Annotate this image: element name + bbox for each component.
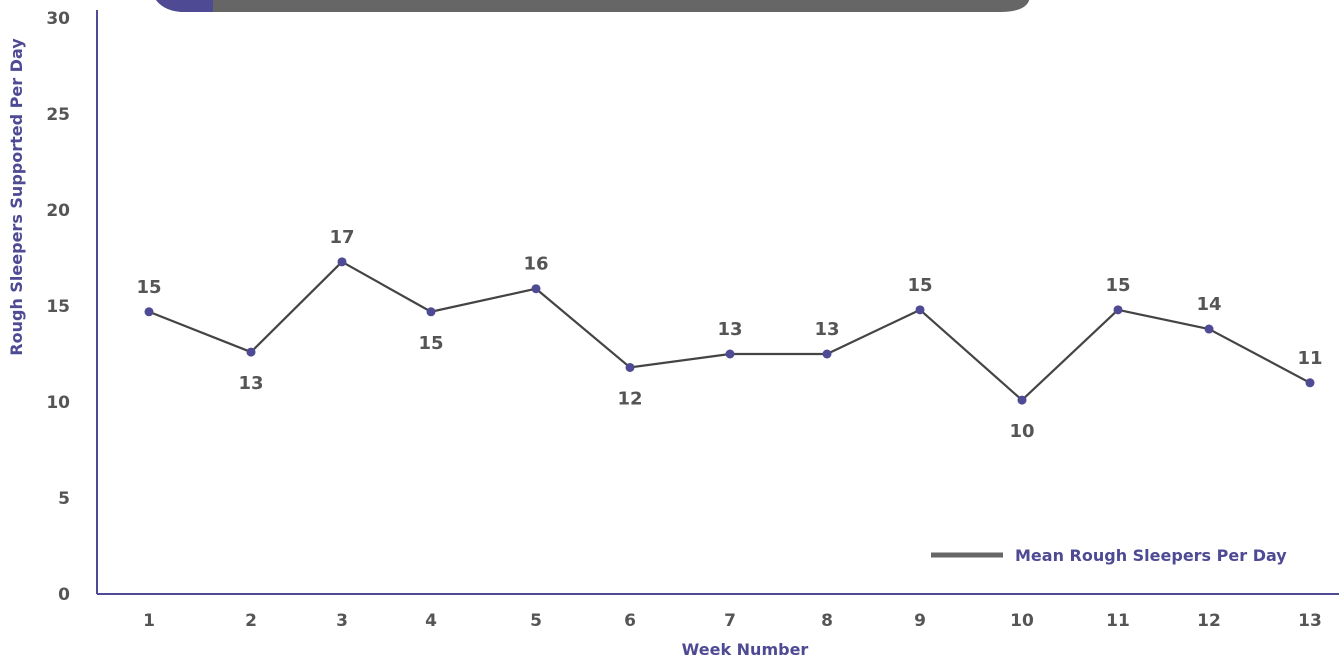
data-label: 15	[136, 277, 161, 298]
x-tick-label: 10	[1010, 611, 1034, 631]
data-point	[822, 349, 832, 359]
data-label: 13	[238, 373, 263, 394]
legend: Mean Rough Sleepers Per Day	[931, 546, 1287, 565]
title-banner-bar	[156, 0, 1030, 12]
data-label: 17	[329, 227, 354, 248]
x-tick-label: 13	[1298, 611, 1322, 631]
data-label: 12	[617, 388, 642, 409]
data-label: 15	[1105, 275, 1130, 296]
data-point	[1204, 324, 1214, 334]
data-label: 10	[1009, 421, 1034, 442]
data-point	[1017, 395, 1027, 405]
data-point	[144, 307, 154, 317]
y-tick-label: 5	[58, 489, 70, 509]
x-tick-label: 1	[143, 611, 155, 631]
data-label: 16	[523, 254, 548, 275]
data-point	[337, 257, 347, 267]
axes	[96, 10, 1339, 595]
title-banner-accent	[156, 0, 213, 12]
x-tick-label: 12	[1197, 611, 1221, 631]
x-tick-label: 4	[425, 611, 437, 631]
data-point	[1113, 305, 1123, 315]
data-point	[625, 362, 635, 372]
y-tick-label: 15	[46, 297, 70, 317]
x-tick-label: 6	[624, 611, 636, 631]
data-point	[246, 347, 256, 357]
y-axis-title: Rough Sleepers Supported Per Day	[7, 38, 26, 356]
data-label: 15	[907, 275, 932, 296]
data-label: 13	[717, 319, 742, 340]
data-point	[531, 284, 541, 294]
y-tick-label: 25	[46, 105, 70, 125]
x-tick-label: 2	[245, 611, 257, 631]
y-tick-label: 20	[46, 201, 70, 221]
x-tick-label: 5	[530, 611, 542, 631]
data-labels: 15 13 17 15 16 12 13 13 15 10 15 14 11	[136, 227, 1322, 442]
data-point	[426, 307, 436, 317]
legend-label: Mean Rough Sleepers Per Day	[1015, 546, 1287, 565]
points-group	[144, 257, 1315, 405]
y-tick-label: 10	[46, 393, 70, 413]
y-tick-label: 0	[58, 585, 70, 605]
x-tick-labels: 1 2 3 4 5 6 7 8 9 10 11 12 13	[143, 611, 1322, 631]
data-point	[725, 349, 735, 359]
y-tick-label: 30	[46, 9, 70, 29]
data-label: 13	[814, 319, 839, 340]
x-tick-label: 8	[821, 611, 833, 631]
x-tick-label: 9	[914, 611, 926, 631]
x-tick-label: 3	[336, 611, 348, 631]
y-tick-labels: 0 5 10 15 20 25 30	[46, 9, 70, 605]
x-axis-title: Week Number	[682, 640, 809, 659]
title-banner	[156, 0, 1030, 12]
data-label: 11	[1297, 348, 1322, 369]
data-point	[915, 305, 925, 315]
data-label: 14	[1196, 294, 1221, 315]
data-label: 15	[418, 333, 443, 354]
x-tick-label: 7	[724, 611, 736, 631]
data-point	[1305, 378, 1315, 388]
x-tick-label: 11	[1106, 611, 1130, 631]
